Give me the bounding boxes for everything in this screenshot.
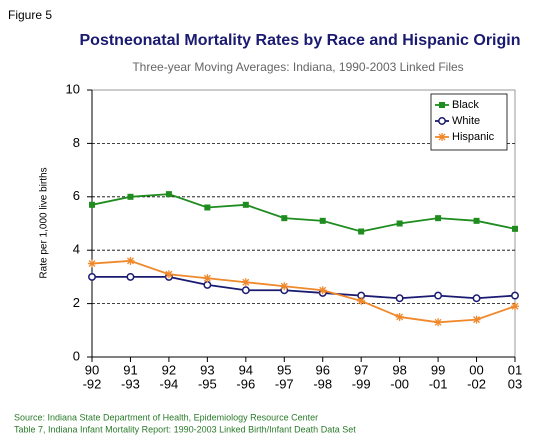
marker xyxy=(511,302,519,311)
marker xyxy=(511,291,519,300)
chart-subtitle: Three-year Moving Averages: Indiana, 199… xyxy=(132,60,463,74)
x-tick-label: 01 xyxy=(508,362,522,377)
x-tick-label: 96 xyxy=(315,362,329,377)
x-tick-label: -95 xyxy=(198,376,217,391)
y-tick-label: 4 xyxy=(73,242,80,257)
marker xyxy=(472,294,481,303)
source-line: Table 7, Indiana Infant Mortality Report… xyxy=(14,424,356,434)
marker xyxy=(473,217,480,224)
x-tick-label: 94 xyxy=(239,362,253,377)
y-tick-label: 10 xyxy=(66,81,80,96)
marker xyxy=(438,133,446,141)
y-tick-label: 0 xyxy=(73,348,80,363)
x-tick-label: 98 xyxy=(392,362,406,377)
marker xyxy=(165,191,172,198)
x-tick-label: 95 xyxy=(277,362,291,377)
marker xyxy=(438,117,446,125)
marker xyxy=(439,102,445,108)
chart-title: Postneonatal Mortality Rates by Race and… xyxy=(80,32,521,49)
x-tick-label: -96 xyxy=(236,376,255,391)
marker xyxy=(318,286,327,295)
marker xyxy=(88,272,96,281)
y-tick-label: 6 xyxy=(73,188,80,203)
x-tick-label: 91 xyxy=(123,362,137,377)
marker xyxy=(434,291,443,300)
marker xyxy=(434,318,443,327)
x-tick-label: -98 xyxy=(313,376,332,391)
marker xyxy=(395,294,404,303)
x-tick-label: 97 xyxy=(354,362,368,377)
marker xyxy=(242,201,249,208)
marker xyxy=(126,256,135,265)
marker xyxy=(204,204,211,211)
legend-label: White xyxy=(452,115,480,127)
x-tick-label: -01 xyxy=(429,376,448,391)
x-tick-label: -00 xyxy=(390,376,409,391)
legend-label: Hispanic xyxy=(452,131,495,143)
y-axis-label: Rate per 1,000 live births xyxy=(39,167,50,278)
x-tick-label: -02 xyxy=(467,376,486,391)
marker xyxy=(319,217,326,224)
y-tick-label: 8 xyxy=(73,135,80,150)
series-line xyxy=(91,193,516,233)
marker xyxy=(164,270,173,279)
x-tick-label: -94 xyxy=(160,376,179,391)
x-tick-label: 00 xyxy=(469,362,483,377)
x-tick-label: -99 xyxy=(352,376,371,391)
x-tick-label: 99 xyxy=(431,362,445,377)
x-tick-label: -92 xyxy=(83,376,102,391)
source-line: Source: Indiana State Department of Heal… xyxy=(14,412,318,422)
marker xyxy=(395,312,404,321)
marker xyxy=(203,280,212,289)
x-tick-label: 93 xyxy=(200,362,214,377)
marker xyxy=(203,274,212,283)
x-tick-label: 92 xyxy=(162,362,176,377)
legend-label: Black xyxy=(452,99,479,111)
figure-label: Figure 5 xyxy=(8,8,52,22)
y-tick-label: 2 xyxy=(73,295,80,310)
marker xyxy=(358,228,365,235)
marker xyxy=(512,225,518,232)
marker xyxy=(435,215,442,222)
x-tick-label: -97 xyxy=(275,376,294,391)
x-tick-label: 90 xyxy=(85,362,99,377)
marker xyxy=(88,259,96,268)
x-tick-label: 03 xyxy=(508,376,522,391)
x-tick-label: -93 xyxy=(121,376,140,391)
marker xyxy=(241,286,250,295)
marker xyxy=(126,272,135,281)
marker xyxy=(89,201,95,208)
marker xyxy=(472,315,481,324)
series-line xyxy=(92,276,516,300)
series-line xyxy=(91,259,516,324)
marker xyxy=(127,193,134,200)
marker xyxy=(281,215,288,222)
marker xyxy=(241,278,250,287)
marker xyxy=(357,296,366,305)
marker xyxy=(280,282,289,291)
marker xyxy=(396,220,403,227)
